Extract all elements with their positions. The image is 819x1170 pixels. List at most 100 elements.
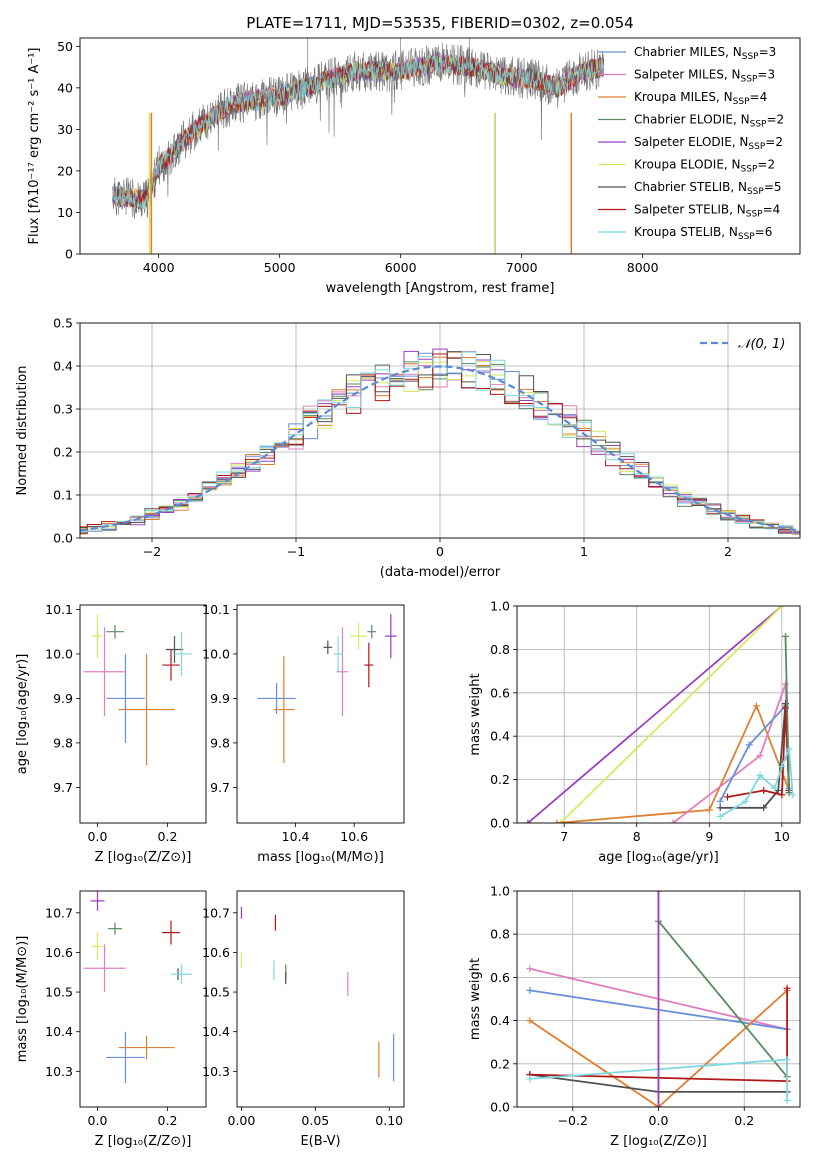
errorbar-point xyxy=(83,627,126,717)
y-tick-label: 20 xyxy=(57,163,73,178)
x-tick-label: 0.0 xyxy=(88,829,108,844)
x-axis-label: Z [log₁₀(Z/Z⊙)] xyxy=(95,1134,192,1149)
residuals-panel: −2 −1 0 1 2 0.0 0.1 0.2 0.3 0.4 0.5 (data-model)/er… xyxy=(15,316,801,580)
mass-weight-marker xyxy=(756,771,764,779)
axes-frame xyxy=(236,890,405,1108)
y-tick-label: 10.5 xyxy=(45,985,73,1000)
x-axis-label: Z [log₁₀(Z/Z⊙)] xyxy=(610,1134,707,1149)
mass-weight-marker xyxy=(760,786,768,794)
errorbar-point xyxy=(257,682,296,714)
x-tick-label: 0.0 xyxy=(88,1113,108,1128)
errorbar-point xyxy=(364,642,374,688)
mass-weight-line xyxy=(657,920,788,1078)
y-tick-label: 0 xyxy=(65,247,73,262)
mass-weight-marker xyxy=(760,804,768,812)
x-tick-label: 4000 xyxy=(143,260,175,275)
y-tick-label: 10 xyxy=(57,205,73,220)
mass-weight-marker xyxy=(742,797,750,805)
x-tick-label: 0.00 xyxy=(228,1113,256,1128)
y-tick-label: 0.3 xyxy=(53,402,73,417)
mass-weight-line xyxy=(529,989,788,1107)
x-axis-label: wavelength [Angstrom, rest frame] xyxy=(326,281,555,296)
axes-frame xyxy=(79,322,801,539)
x-tick-label: 0.10 xyxy=(375,1113,403,1128)
axes-frame xyxy=(79,890,207,1108)
errorbar-point xyxy=(106,625,124,639)
legend-entry: Chabrier STELIB, NSSP=5 xyxy=(634,180,782,197)
mass-weight-marker xyxy=(526,986,534,994)
mass-weight-marker xyxy=(785,745,793,753)
mass-weight-line xyxy=(527,606,783,823)
x-tick-label: 1 xyxy=(580,544,588,559)
errorbar-point xyxy=(162,649,180,681)
y-tick-label: 9.9 xyxy=(53,691,73,706)
errorbar-point xyxy=(384,613,397,659)
y-tick-label: 0.1 xyxy=(53,488,73,503)
x-axis-label: (data-model)/error xyxy=(380,565,501,580)
residuals-plot-area xyxy=(80,323,800,538)
errorbar-point xyxy=(367,625,377,639)
y-tick-label: 10.4 xyxy=(202,1024,230,1039)
y-tick-label: 0.6 xyxy=(490,685,510,700)
errorbar-point xyxy=(323,640,333,654)
x-tick-label: 8 xyxy=(633,829,641,844)
legend-entry: Chabrier ELODIE, NSSP=2 xyxy=(634,113,784,130)
y-tick-label: 10.1 xyxy=(202,602,230,617)
x-tick-label: 10.4 xyxy=(282,829,310,844)
figure-title: PLATE=1711, MJD=53535, FIBERID=0302, z=0… xyxy=(246,14,633,32)
mass-weight-line xyxy=(727,707,790,798)
errorbar-point xyxy=(90,891,105,911)
y-tick-label: 10.1 xyxy=(45,602,73,617)
x-tick-label: 0.2 xyxy=(158,1113,178,1128)
mass-weight-marker xyxy=(745,741,753,749)
y-tick-label: 0.4 xyxy=(53,359,73,374)
y-tick-label: 0.5 xyxy=(53,316,73,331)
y-tick-label: 0.8 xyxy=(490,642,510,657)
model-spectrum-line xyxy=(112,52,604,210)
y-tick-label: 0.4 xyxy=(490,729,510,744)
mass-weight-line xyxy=(559,606,783,823)
mass-weight-marker xyxy=(716,812,724,820)
mass-weight-marker xyxy=(669,819,677,823)
errorbar-point xyxy=(92,932,103,961)
mass-weight-marker xyxy=(774,786,782,794)
errorbar-point xyxy=(118,1035,175,1060)
errorbar-point xyxy=(83,944,126,993)
mass-weight-marker xyxy=(771,784,779,792)
x-tick-label: 0.05 xyxy=(301,1113,329,1128)
x-tick-label: 5000 xyxy=(264,260,296,275)
mass-weight-marker xyxy=(789,791,797,799)
age-vs-mass-panel: 10.4 10.6 9.7 9.8 9.9 10.0 10.1 mass [log₁₀(M/M… xyxy=(202,602,405,865)
mass-weight-marker xyxy=(783,1097,791,1105)
y-tick-label: 1.0 xyxy=(490,884,510,899)
x-tick-label: 7000 xyxy=(506,260,538,275)
massweight-vs-age-plot-area xyxy=(517,606,800,823)
y-tick-label: 9.9 xyxy=(210,691,230,706)
y-tick-label: 0.2 xyxy=(490,1056,510,1071)
y-tick-label: 0.2 xyxy=(53,445,73,460)
mass-weight-marker xyxy=(781,680,789,688)
massweight-vs-Z-panel: −0.2 0.0 0.2 0.0 0.2 0.4 0.6 0.8 1.0 Z [log₁₀(Z/Z… xyxy=(468,884,801,1149)
x-tick-label: −1 xyxy=(287,544,305,559)
histogram-step xyxy=(80,357,800,534)
axes-frame xyxy=(516,890,801,1108)
y-tick-label: 10.7 xyxy=(202,905,230,920)
x-axis-label: mass [log₁₀(M/M⊙)] xyxy=(257,850,384,865)
errorbar-point xyxy=(92,613,103,659)
x-tick-label: 10 xyxy=(774,829,790,844)
y-tick-label: 10.3 xyxy=(45,1064,73,1079)
age-vs-Z-plot-area xyxy=(83,613,192,766)
y-tick-label: 10.4 xyxy=(45,1024,73,1039)
x-tick-label: −0.2 xyxy=(558,1113,588,1128)
x-tick-label: 6000 xyxy=(385,260,417,275)
errorbar-point xyxy=(118,653,175,766)
y-tick-label: 10.0 xyxy=(45,646,73,661)
massweight-vs-age-panel: 7 8 9 10 0.0 0.2 0.4 0.6 0.8 1.0 age [log₁₀(age/yr… xyxy=(468,599,801,865)
mass-weight-marker xyxy=(785,789,793,797)
axes-frame xyxy=(516,605,801,824)
mass-weight-marker xyxy=(526,1017,534,1025)
legend-entry: Salpeter MILES, NSSP=3 xyxy=(634,68,775,85)
y-tick-label: 10.3 xyxy=(202,1064,230,1079)
x-tick-label: 0.0 xyxy=(649,1113,669,1128)
mass-weight-marker xyxy=(781,632,789,640)
